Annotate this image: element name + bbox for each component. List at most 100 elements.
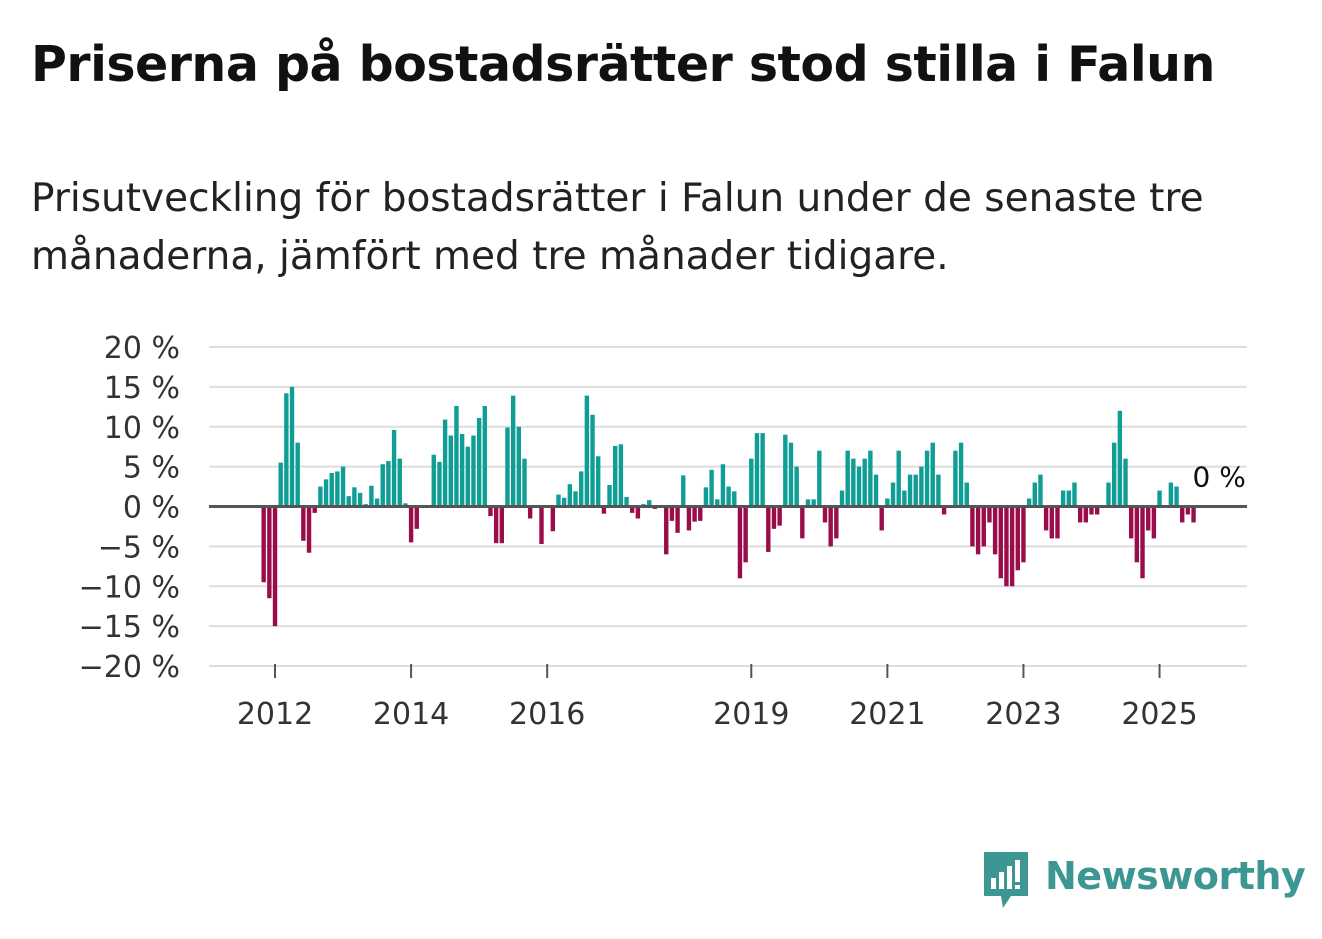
bar xyxy=(856,466,862,507)
bar xyxy=(771,506,777,529)
bar xyxy=(448,435,453,507)
bar xyxy=(890,482,896,507)
bar xyxy=(754,433,760,507)
bar xyxy=(924,450,930,507)
bar xyxy=(624,496,629,507)
chart-subtitle: Prisutveckling för bostadsrätter i Falun… xyxy=(31,176,1204,279)
bar xyxy=(590,414,595,507)
bar xyxy=(1043,506,1049,531)
newsworthy-brand: Newsworthy xyxy=(981,850,1306,910)
bar xyxy=(516,426,522,507)
x-tick-label: 2012 xyxy=(237,697,313,732)
bar xyxy=(981,506,986,547)
bar xyxy=(567,484,573,507)
bar xyxy=(1021,506,1026,563)
bar xyxy=(1066,490,1072,507)
bar xyxy=(272,506,278,627)
bar xyxy=(964,482,969,507)
bar xyxy=(1032,482,1037,507)
y-tick-label: −10 % xyxy=(79,570,180,605)
bar xyxy=(346,496,351,507)
bar xyxy=(261,506,266,583)
bar xyxy=(913,474,918,507)
bar xyxy=(539,506,544,544)
bar xyxy=(1038,474,1043,507)
bar xyxy=(386,461,391,507)
bar xyxy=(868,450,873,507)
bar xyxy=(527,506,533,519)
chart-title: Priserna på bostadsrätter stod stilla i … xyxy=(31,36,1215,93)
bar xyxy=(573,491,578,507)
bar xyxy=(760,433,765,507)
bar xyxy=(369,485,374,507)
bar xyxy=(873,474,879,507)
bar xyxy=(709,469,714,507)
gridlines xyxy=(209,346,1247,667)
bar xyxy=(885,498,890,507)
bar xyxy=(681,475,686,507)
bar xyxy=(550,506,556,532)
bar xyxy=(896,450,901,507)
bar xyxy=(669,506,675,521)
y-tick-label: −20 % xyxy=(79,650,180,685)
bar xyxy=(783,434,788,507)
bar xyxy=(1185,506,1191,515)
bar xyxy=(476,417,482,507)
bar xyxy=(851,458,856,507)
bar xyxy=(1140,506,1145,579)
bar xyxy=(488,506,493,517)
bar xyxy=(556,494,561,507)
bar xyxy=(267,506,272,599)
bar xyxy=(686,506,692,531)
bar xyxy=(1106,482,1111,507)
x-tick-label: 2025 xyxy=(1121,697,1197,732)
bar xyxy=(822,506,828,523)
bar xyxy=(987,506,992,523)
y-tick-label: 20 % xyxy=(104,331,180,366)
bar xyxy=(817,450,822,507)
y-tick-label: −15 % xyxy=(79,610,180,645)
bar xyxy=(1145,506,1151,531)
bar xyxy=(635,506,641,519)
bar xyxy=(1009,506,1015,587)
bar xyxy=(958,442,964,507)
last-value-label: 0 % xyxy=(1193,461,1246,494)
bar xyxy=(380,464,385,507)
bar xyxy=(953,450,958,507)
bar xyxy=(510,395,516,507)
bar xyxy=(459,433,465,507)
bar xyxy=(788,442,794,507)
bar xyxy=(1180,506,1185,523)
bar xyxy=(766,506,771,552)
y-tick-label: 0 % xyxy=(123,491,180,526)
bar xyxy=(578,471,584,507)
bar xyxy=(561,497,567,507)
bar xyxy=(664,506,669,555)
bar xyxy=(862,458,867,507)
bar xyxy=(340,466,346,507)
bar xyxy=(992,506,998,555)
bar xyxy=(493,506,499,544)
bar xyxy=(1083,506,1089,523)
bar xyxy=(408,506,414,543)
bar xyxy=(703,487,709,507)
bar xyxy=(1168,482,1174,507)
bar xyxy=(584,395,590,507)
bar xyxy=(647,500,652,507)
bar xyxy=(777,506,782,526)
bar xyxy=(357,492,363,507)
bar xyxy=(743,506,748,563)
bar xyxy=(278,462,283,507)
bar xyxy=(465,446,470,507)
x-tick-label: 2021 xyxy=(849,697,925,732)
y-tick-label: −5 % xyxy=(98,530,180,565)
bar xyxy=(1094,506,1100,515)
bar xyxy=(930,442,935,507)
newsworthy-logo-icon xyxy=(984,852,1028,908)
bar xyxy=(374,498,380,507)
bar xyxy=(936,474,941,507)
bar xyxy=(1174,486,1179,507)
bar xyxy=(601,506,607,514)
bar xyxy=(794,466,799,507)
x-axis-labels: 2012 2014 2016 2019 2021 2023 2025 xyxy=(237,664,1198,732)
